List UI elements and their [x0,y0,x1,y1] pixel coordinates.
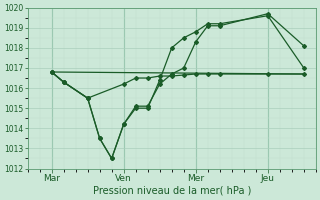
X-axis label: Pression niveau de la mer( hPa ): Pression niveau de la mer( hPa ) [92,186,251,196]
